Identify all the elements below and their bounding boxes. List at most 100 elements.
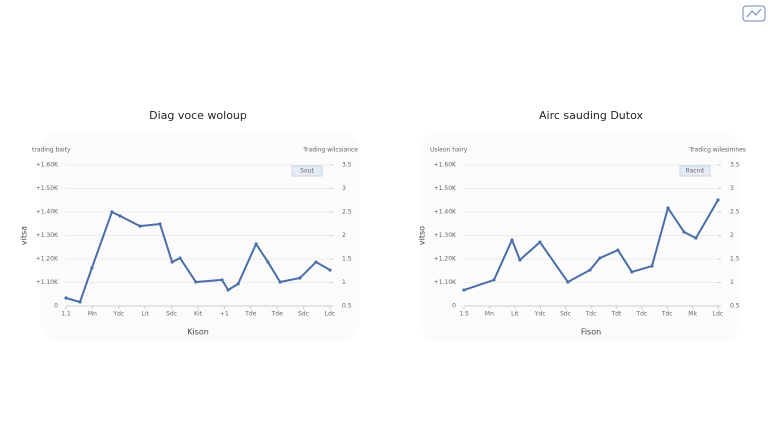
legend-box [291, 165, 323, 177]
point [78, 300, 82, 304]
point [616, 248, 620, 252]
point [538, 240, 542, 244]
y-axis-label: vitso [418, 226, 427, 245]
x-tick-label: Mk [688, 311, 697, 318]
point [138, 224, 142, 228]
point [328, 268, 332, 272]
legend-label: Racnit [686, 168, 705, 175]
y2-tick-label: 0.5 [730, 303, 740, 310]
point [158, 222, 162, 226]
right-axis-caption: Trading wilcsiance [302, 147, 358, 154]
point [110, 210, 114, 214]
left-axis-caption: trading baity [32, 147, 71, 154]
point [170, 260, 174, 264]
x-tick-label: Ydc [112, 311, 124, 318]
point [462, 288, 466, 292]
x-tick-label: Tdc [585, 311, 597, 318]
left-axis-caption: Usleon hairy [430, 147, 468, 154]
x-tick-label: 1.1 [61, 311, 71, 318]
y-tick-label: +1.50K [36, 185, 59, 192]
chart-title: Airc sauding Dutox [539, 109, 643, 122]
y-tick-label: +1.40K [36, 209, 59, 216]
x-tick-label: Sdc [298, 311, 309, 318]
x-tick-label: Tde [271, 311, 283, 318]
y-tick-label: +1.40K [434, 209, 457, 216]
x-tick-label: Ldc [325, 311, 335, 318]
point [194, 280, 198, 284]
point [598, 256, 602, 260]
y-tick-label: 0 [54, 303, 58, 310]
x-tick-label: Lit [511, 311, 519, 318]
point [694, 236, 698, 240]
point [716, 198, 720, 202]
x-tick-label: Tdt [610, 311, 621, 318]
x-tick-label: Lit [142, 311, 150, 318]
point [588, 268, 592, 272]
point [90, 266, 94, 270]
x-tick-label: Ydc [534, 311, 546, 318]
y2-tick-label: 3 [342, 185, 346, 192]
x-tick-label: Tde [244, 311, 256, 318]
point [314, 260, 318, 264]
x-tick-label: Kit [194, 311, 203, 318]
y-tick-label: +1.60K [36, 162, 59, 169]
y2-tick-label: 3.5 [730, 162, 740, 169]
y2-tick-label: 1.5 [730, 256, 740, 263]
point [650, 264, 654, 268]
x-tick-label: Sdc [560, 311, 571, 318]
y2-tick-label: 3 [730, 185, 734, 192]
y2-tick-label: 2 [730, 232, 734, 239]
x-tick-label: Ldc [713, 311, 723, 318]
y2-tick-label: 2 [342, 232, 346, 239]
x-tick-label: 1.5 [459, 311, 469, 318]
point [510, 238, 514, 242]
x-tick-label: Tdc [661, 311, 673, 318]
y-tick-label: +1.20K [434, 256, 457, 263]
x-tick-label: Mn [485, 311, 494, 318]
y2-tick-label: 1 [342, 279, 346, 286]
x-axis-label: Fison [581, 328, 601, 337]
y2-tick-label: 1 [730, 279, 734, 286]
point [518, 258, 522, 262]
y-tick-label: +1.30K [36, 232, 59, 239]
x-tick-label: Mn [88, 311, 97, 318]
point [298, 276, 302, 280]
point [254, 242, 258, 246]
point [492, 278, 496, 282]
y2-tick-label: 2.5 [730, 209, 740, 216]
corner-icon-glyph [746, 8, 762, 18]
x-tick-label: +1 [220, 311, 229, 318]
panel [40, 132, 360, 342]
point [220, 278, 224, 282]
point [666, 206, 670, 210]
point [266, 260, 270, 264]
point [278, 280, 282, 284]
legend-label: Sout [300, 168, 314, 175]
x-tick-label: Sdc [166, 311, 177, 318]
y2-tick-label: 2.5 [342, 209, 352, 216]
chart-title: Diag voce woloup [149, 109, 247, 122]
y-tick-label: +1.50K [434, 185, 457, 192]
panel [420, 132, 740, 342]
y2-tick-label: 3.5 [342, 162, 352, 169]
x-axis-label: Kison [187, 328, 209, 337]
y-tick-label: +1.10K [36, 279, 59, 286]
point [226, 288, 230, 292]
x-tick-label: Tdc [635, 311, 647, 318]
point [64, 296, 68, 300]
y-tick-label: +1.60K [434, 162, 457, 169]
point [178, 256, 182, 260]
y-tick-label: +1.10K [434, 279, 457, 286]
point [682, 230, 686, 234]
point [236, 282, 240, 286]
legend-box [679, 165, 711, 177]
y-tick-label: +1.30K [434, 232, 457, 239]
y2-tick-label: 1.5 [342, 256, 352, 263]
point [566, 280, 570, 284]
point [630, 270, 634, 274]
y-axis-label: vitsa [20, 226, 29, 245]
right-axis-caption: Tradicg wilesimnes [688, 147, 746, 154]
y-tick-label: +1.20K [36, 256, 59, 263]
y-tick-label: 0 [452, 303, 456, 310]
